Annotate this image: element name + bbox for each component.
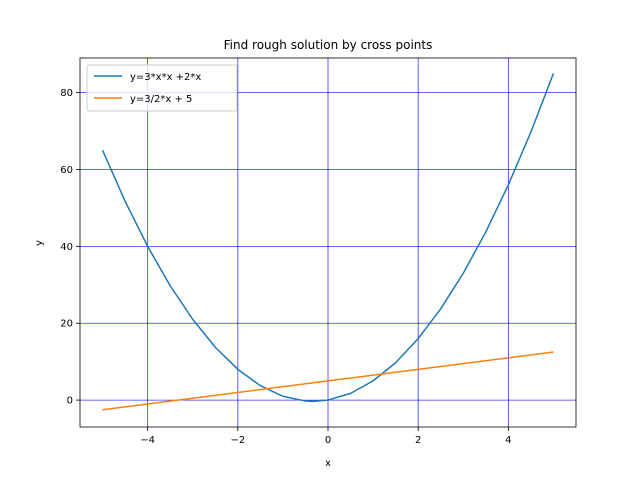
y-tick-label: 80 xyxy=(60,88,73,99)
y-axis-ticks: 0 20 40 60 80 xyxy=(60,88,80,407)
plot-lines xyxy=(101,73,555,411)
x-tick-label: 0 xyxy=(325,435,331,446)
y-tick-label: 40 xyxy=(60,242,73,253)
legend-label-series-1: y=3*x*x +2*x xyxy=(130,72,201,83)
x-tick-label: −4 xyxy=(140,435,155,446)
x-tick-label: 4 xyxy=(505,435,511,446)
legend: y=3*x*x +2*x y=3/2*x + 5 xyxy=(86,64,238,112)
series-line-1 xyxy=(101,73,555,403)
y-axis-label: y xyxy=(34,240,45,246)
x-axis-label: x xyxy=(325,458,331,469)
chart-title: Find rough solution by cross points xyxy=(224,38,433,52)
y-tick-label: 60 xyxy=(60,165,73,176)
legend-label-series-2: y=3/2*x + 5 xyxy=(130,94,192,105)
x-tick-label: 2 xyxy=(415,435,421,446)
legend-box xyxy=(86,64,238,112)
y-tick-label: 0 xyxy=(67,396,73,407)
series-line-2 xyxy=(102,351,554,411)
y-tick-label: 20 xyxy=(60,319,73,330)
x-tick-label: −2 xyxy=(230,435,245,446)
x-axis-ticks: −4 −2 0 2 4 xyxy=(140,427,512,446)
